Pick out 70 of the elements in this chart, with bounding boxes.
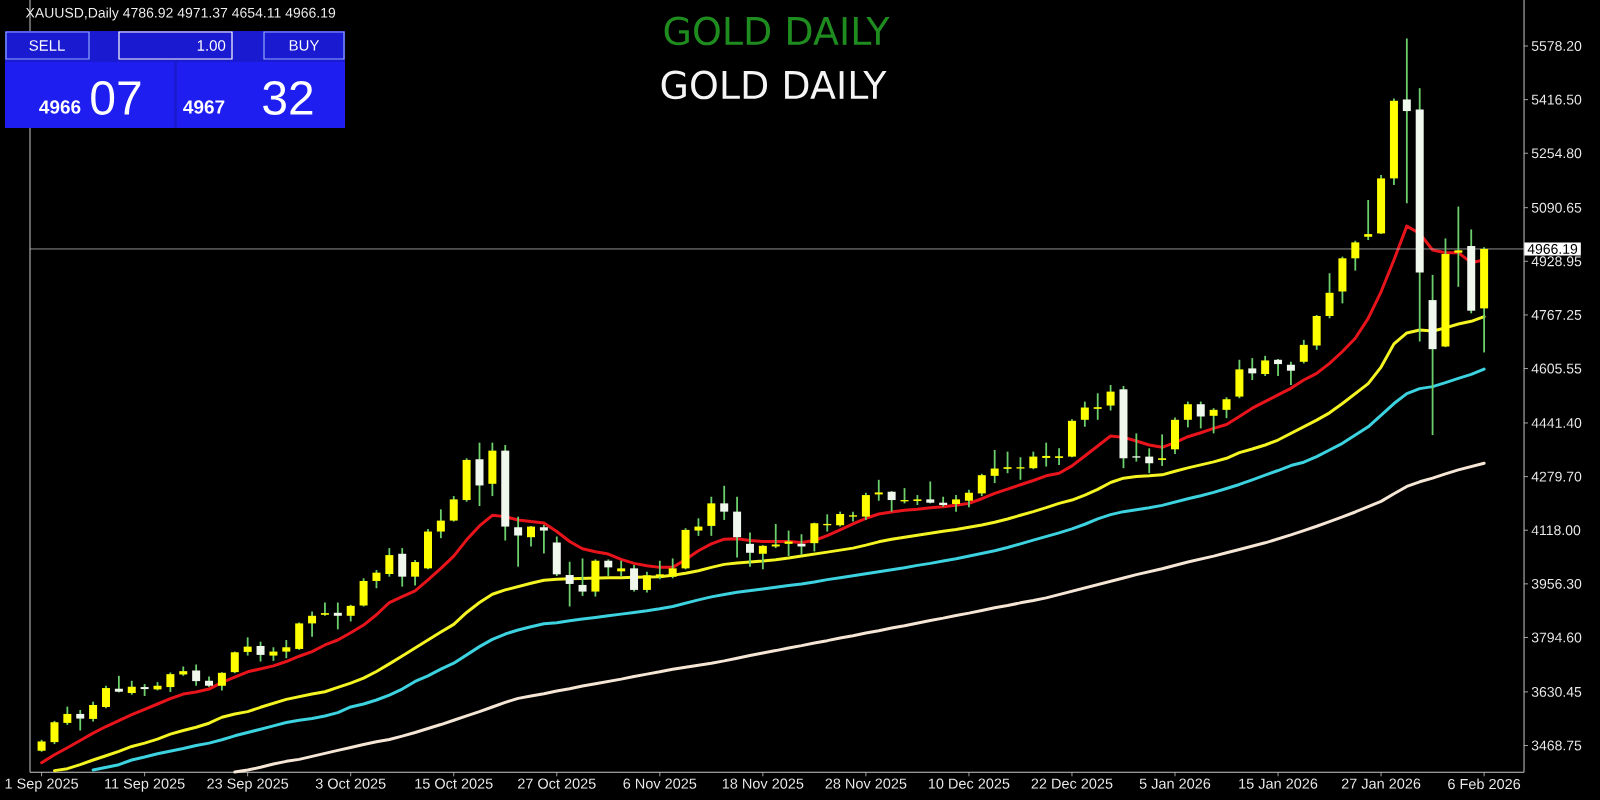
annotation: BUY [289, 40, 320, 51]
candlestick [784, 529, 793, 557]
candlestick [1402, 37, 1411, 205]
x-tick-label: 27 Jan 2026 [1341, 778, 1421, 789]
annotation: 07 [91, 81, 141, 115]
candlestick [140, 683, 149, 697]
x-tick-label: 15 Jan 2026 [1239, 778, 1318, 789]
candlestick [308, 610, 317, 638]
y-tick-label: 5090.65 [1531, 202, 1582, 213]
text: GOLD DAILY [661, 70, 887, 100]
candlestick [320, 601, 329, 617]
candlestick [655, 559, 664, 581]
candlestick [1364, 199, 1373, 241]
y-tick-label: 3794.60 [1531, 632, 1582, 643]
y-tick-label: 4441.40 [1531, 418, 1582, 428]
candlestick [1055, 447, 1064, 466]
candlestick [1248, 357, 1257, 381]
annotation: 4966 [39, 100, 81, 114]
x-tick-label: 22 Dec 2025 [1031, 778, 1113, 789]
candlestick [1016, 456, 1025, 481]
candlestick [76, 709, 85, 732]
y-tick-label: 4767.25 [1531, 309, 1582, 320]
candlestick [758, 544, 767, 571]
candlestick [539, 524, 548, 555]
candlestick [1042, 441, 1051, 468]
x-tick-label: 11 Sep 2025 [105, 778, 185, 792]
x-tick-label: 23 Sep 2025 [207, 778, 289, 792]
text: XAUUSD,Daily 4786.92 4971.37 4654.11 4966.19 [25, 7, 336, 21]
x-tick-label: 3 Oct 2025 [315, 778, 386, 789]
y-tick-label: 5578.20 [1531, 41, 1582, 51]
candlestick [578, 557, 587, 597]
y-tick-label: 3956.30 [1531, 578, 1582, 589]
y-tick-label: 4118.00 [1531, 525, 1581, 536]
y-tick-label: 4928.95 [1531, 256, 1582, 267]
x-tick-label: 6 Nov 2025 [623, 778, 697, 789]
candlestick [1093, 392, 1102, 421]
y-tick-label: 3630.45 [1531, 686, 1582, 697]
candlestick [333, 601, 342, 631]
candlestick [874, 478, 883, 502]
y-tick-label: 5416.50 [1531, 94, 1582, 105]
x-tick-label: 6 Feb 2026 [1448, 778, 1521, 790]
candlestick [1132, 432, 1141, 463]
candlestick [1145, 447, 1154, 475]
ref-line-label: 4966.19 [1527, 243, 1578, 254]
candlestick [514, 515, 523, 568]
x-tick-label: 10 Dec 2025 [928, 778, 1010, 789]
x-tick-label: 5 Jan 2026 [1139, 778, 1211, 789]
candlestick [1003, 450, 1012, 475]
annotation: 1.00 [197, 40, 226, 51]
candlestick [990, 449, 999, 485]
candlestick [1158, 433, 1167, 467]
candlestick [243, 636, 252, 657]
y-tick-label: 5254.80 [1531, 148, 1582, 159]
candlestick [1454, 205, 1463, 288]
x-tick-label: 28 Nov 2025 [825, 778, 907, 789]
x-tick-label: 27 Oct 2025 [518, 778, 596, 789]
x-tick-label: 18 Nov 2025 [722, 778, 804, 789]
y-tick-label: 4279.70 [1531, 471, 1582, 482]
annotation: 4967 [183, 100, 225, 114]
candlestick [282, 639, 291, 660]
x-tick-label: 1 Sep 2025 [5, 778, 79, 792]
annotation: 32 [263, 81, 313, 115]
annotation: GOLD DAILY [664, 16, 890, 46]
annotation: SELL [29, 40, 65, 51]
y-tick-label: 3468.75 [1531, 740, 1582, 751]
candlestick [1209, 407, 1218, 435]
y-tick-label: 4605.55 [1531, 363, 1582, 374]
x-tick-label: 15 Oct 2025 [415, 778, 493, 789]
candlestick [771, 523, 780, 550]
candlestick [565, 560, 574, 608]
